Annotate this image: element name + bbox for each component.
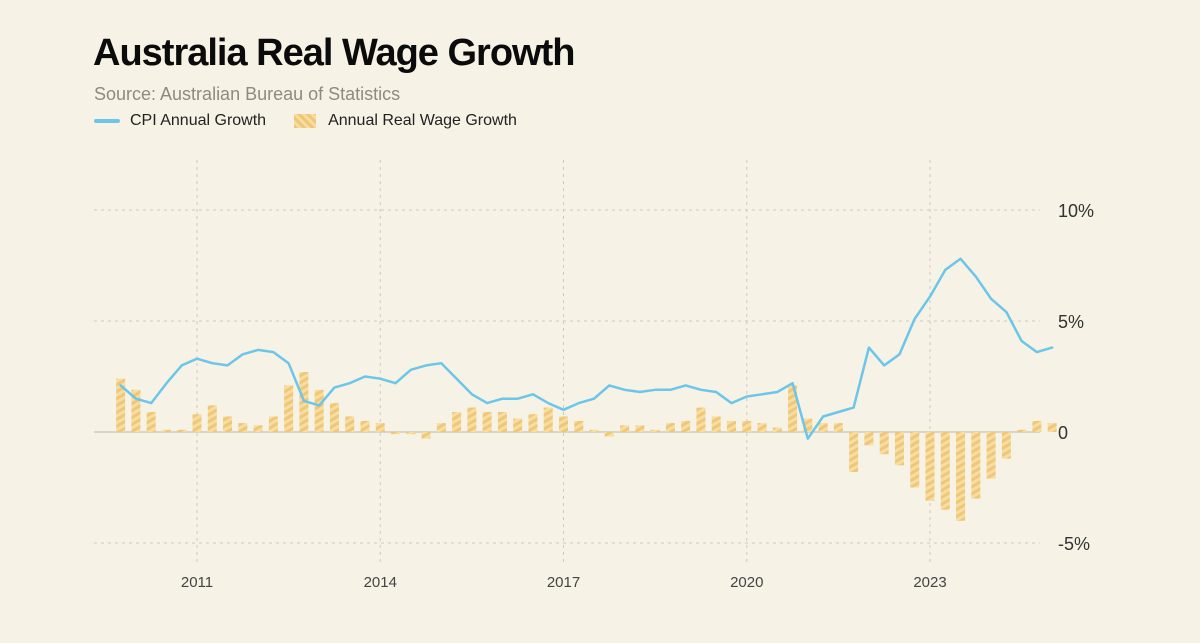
grid (94, 160, 1040, 565)
wage-bar (726, 420, 736, 432)
wage-bar (681, 420, 691, 432)
legend: CPI Annual Growth Annual Real Wage Growt… (94, 112, 545, 130)
wage-bar (360, 420, 370, 432)
wage-bar (620, 425, 630, 432)
wage-bar (116, 378, 126, 432)
wage-bar (161, 429, 171, 432)
axis-labels: 10% 5% 0 -5% 2011 2014 2017 2020 2023 (181, 201, 1094, 591)
wage-bar (253, 425, 263, 432)
wage-bar (956, 432, 966, 521)
wage-bar (818, 423, 828, 432)
wage-bar (314, 389, 324, 432)
wage-bar (665, 423, 675, 432)
wage-bar (146, 412, 156, 432)
wage-bar (192, 414, 202, 432)
wage-bar (528, 414, 538, 432)
x-tick-label: 2023 (913, 574, 946, 591)
wage-bar (482, 412, 492, 432)
wage-bar (742, 420, 752, 432)
cpi-line-layer (119, 257, 1054, 440)
chart-title: Australia Real Wage Growth (93, 32, 575, 74)
x-tick-label: 2020 (730, 574, 763, 591)
wage-bar (268, 416, 278, 432)
wage-bar (1032, 420, 1042, 432)
wage-bar (207, 405, 217, 432)
wage-bar (513, 418, 523, 432)
wage-bar (894, 432, 904, 466)
wage-bar (452, 412, 462, 432)
wage-bar (864, 432, 874, 446)
wage-bar (574, 420, 584, 432)
wage-bar (711, 416, 721, 432)
wage-bar (604, 432, 614, 437)
wage-bar (131, 389, 141, 432)
legend-swatch-cpi (94, 119, 120, 123)
legend-item-cpi: CPI Annual Growth (94, 112, 266, 130)
wage-bar (345, 416, 355, 432)
wage-bar (910, 432, 920, 488)
legend-item-wage: Annual Real Wage Growth (294, 112, 517, 130)
cpi-line (119, 257, 1054, 440)
wage-bar (589, 429, 599, 432)
wage-bar (543, 407, 553, 432)
wage-bar (1001, 432, 1011, 459)
wage-bar (467, 407, 477, 432)
wage-bar (284, 385, 294, 432)
wage-bar (650, 429, 660, 432)
wage-bar (849, 432, 859, 472)
legend-label-cpi: CPI Annual Growth (130, 112, 267, 129)
wage-bar (436, 423, 446, 432)
wage-bar (497, 412, 507, 432)
wage-bar (238, 423, 248, 432)
wage-bar (177, 429, 187, 432)
wage-bar (788, 385, 798, 432)
wage-bar (421, 432, 431, 439)
wage-bar (696, 407, 706, 432)
wage-bar (879, 432, 889, 455)
legend-swatch-wage (294, 114, 317, 128)
wage-bar (971, 432, 981, 499)
wage-bar (635, 425, 645, 432)
wage-bar (329, 403, 339, 432)
wage-bar (803, 418, 813, 432)
x-tick-label: 2017 (547, 574, 580, 591)
wage-bar (391, 432, 401, 435)
wage-bar (1017, 429, 1027, 432)
chart-subtitle: Source: Australian Bureau of Statistics (94, 84, 401, 104)
y-tick-label: -5% (1058, 534, 1090, 554)
wage-bar (772, 427, 782, 432)
wage-bar (375, 423, 385, 432)
x-tick-label: 2011 (181, 574, 213, 591)
y-tick-label: 0 (1058, 423, 1068, 443)
y-tick-label: 10% (1058, 201, 1094, 221)
wage-bar (925, 432, 935, 501)
y-tick-label: 5% (1058, 312, 1084, 332)
wage-bar (1047, 423, 1057, 432)
wage-bar (223, 416, 233, 432)
x-tick-label: 2014 (364, 574, 397, 591)
legend-label-wage: Annual Real Wage Growth (328, 112, 517, 129)
wage-bar (986, 432, 996, 479)
wage-bar (559, 416, 568, 432)
wage-bar (406, 432, 416, 435)
wage-bar (757, 423, 767, 432)
wage-bars (116, 372, 1057, 521)
wage-bar (833, 423, 843, 432)
wage-bar (940, 432, 950, 510)
